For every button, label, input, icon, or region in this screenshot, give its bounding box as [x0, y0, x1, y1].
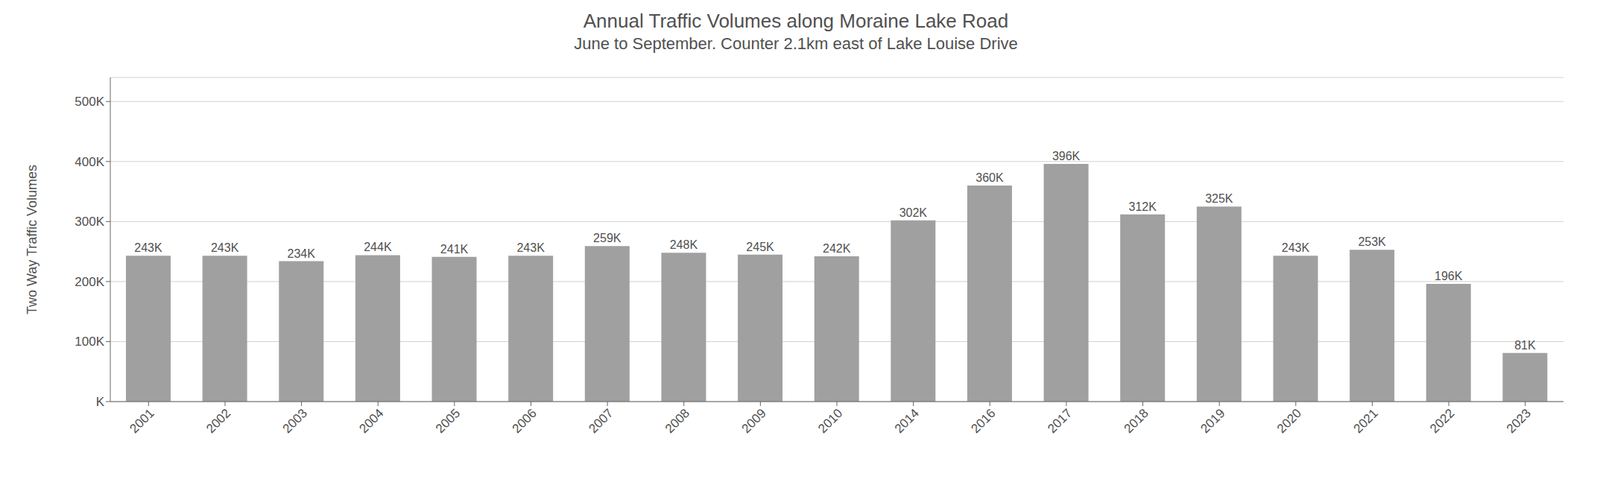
- svg-text:2018: 2018: [1121, 406, 1152, 436]
- svg-text:2021: 2021: [1351, 406, 1381, 436]
- svg-text:2008: 2008: [662, 406, 693, 436]
- svg-text:243K: 243K: [210, 241, 240, 255]
- svg-text:242K: 242K: [822, 242, 852, 255]
- svg-text:312K: 312K: [1129, 200, 1158, 214]
- svg-text:300K: 300K: [74, 214, 105, 229]
- svg-text:2001: 2001: [126, 406, 157, 436]
- svg-text:244K: 244K: [363, 240, 392, 254]
- svg-text:248K: 248K: [669, 238, 699, 252]
- svg-text:241K: 241K: [440, 242, 469, 256]
- svg-text:100K: 100K: [74, 334, 105, 349]
- svg-text:400K: 400K: [74, 155, 105, 170]
- svg-text:2009: 2009: [739, 406, 770, 436]
- svg-text:360K: 360K: [975, 171, 1004, 185]
- svg-text:196K: 196K: [1434, 269, 1463, 283]
- svg-text:2003: 2003: [280, 406, 311, 436]
- svg-text:2019: 2019: [1197, 406, 1228, 436]
- svg-text:2023: 2023: [1503, 406, 1534, 436]
- svg-text:2007: 2007: [585, 406, 616, 436]
- svg-text:259K: 259K: [593, 231, 622, 245]
- svg-text:2016: 2016: [968, 406, 998, 436]
- svg-text:500K: 500K: [74, 94, 105, 109]
- svg-text:325K: 325K: [1205, 192, 1234, 205]
- svg-text:200K: 200K: [74, 274, 105, 290]
- html-text:June to September. Counter 2.1: June to September. Counter 2.1km east of…: [573, 34, 1018, 53]
- svg-text:243K: 243K: [1281, 241, 1311, 255]
- svg-text:243K: 243K: [134, 241, 163, 255]
- svg-text:2005: 2005: [432, 406, 463, 436]
- svg-text:2004: 2004: [356, 406, 387, 436]
- svg-text:K: K: [96, 394, 106, 410]
- svg-text:81K: 81K: [1514, 339, 1536, 352]
- svg-text:396K: 396K: [1052, 149, 1081, 163]
- svg-text:234K: 234K: [287, 247, 316, 261]
- svg-text:245K: 245K: [745, 240, 775, 254]
- svg-text:253K: 253K: [1357, 235, 1387, 249]
- svg-text:2014: 2014: [892, 406, 922, 436]
- svg-text:2010: 2010: [815, 406, 846, 436]
- svg-text:Two Way Traffic Volumes: Two Way Traffic Volumes: [24, 164, 40, 315]
- svg-text:2020: 2020: [1274, 406, 1305, 436]
- svg-text:2017: 2017: [1044, 406, 1075, 436]
- html-text:Annual Traffic Volumes along M: Annual Traffic Volumes along Moraine Lak…: [583, 9, 1009, 33]
- svg-text:2002: 2002: [203, 406, 234, 436]
- svg-text:243K: 243K: [516, 241, 545, 255]
- svg-text:302K: 302K: [899, 206, 928, 220]
- svg-text:2006: 2006: [509, 406, 540, 436]
- svg-text:2022: 2022: [1427, 406, 1457, 436]
